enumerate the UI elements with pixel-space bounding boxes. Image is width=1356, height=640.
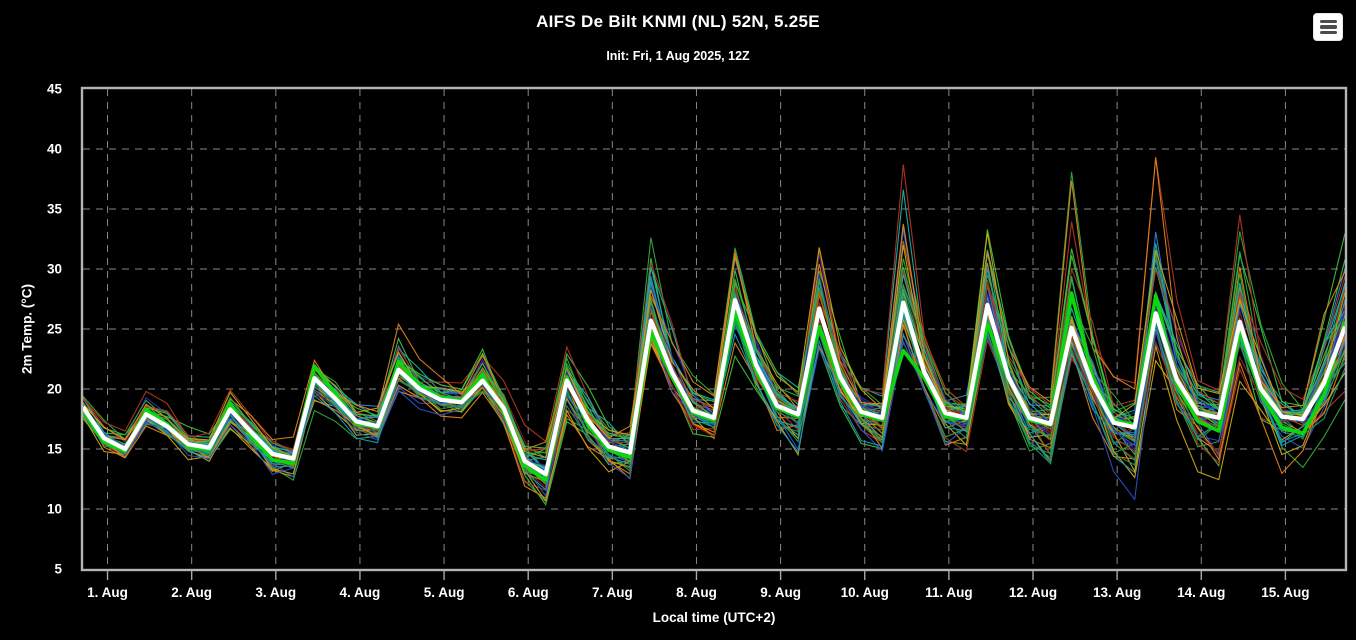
ensemble-member-line xyxy=(82,157,1346,451)
chart-subtitle: Init: Fri, 1 Aug 2025, 12Z xyxy=(606,49,750,63)
ensemble-member-line xyxy=(82,310,1346,479)
ensemble-median-line xyxy=(82,298,1346,477)
x-tick-label: 10. Aug xyxy=(841,585,889,600)
x-tick-label: 1. Aug xyxy=(87,585,128,600)
series-layer[interactable] xyxy=(82,157,1346,506)
x-tick-label: 7. Aug xyxy=(592,585,633,600)
x-axis-title: Local time (UTC+2) xyxy=(652,610,776,625)
y-tick-label: 25 xyxy=(47,322,63,337)
axes: 5 10 15 20 25 30 35 40 45 1. Aug 2. Aug 3. Aug 4. Au… xyxy=(47,82,1310,600)
x-tick-label: 8. Aug xyxy=(676,585,717,600)
x-tick-label: 12. Aug xyxy=(1009,585,1057,600)
gridlines xyxy=(83,89,1345,569)
y-axis-title: 2m Temp. (°C) xyxy=(19,284,35,374)
y-tick-label: 40 xyxy=(47,142,62,157)
x-tick-label: 11. Aug xyxy=(925,585,973,600)
y-tick-label: 30 xyxy=(47,262,62,277)
x-tick-label: 14. Aug xyxy=(1177,585,1225,600)
x-tick-label: 5. Aug xyxy=(424,585,465,600)
chart-context-menu-button[interactable] xyxy=(1313,13,1343,41)
hamburger-menu-icon xyxy=(1319,19,1337,23)
y-tick-label: 20 xyxy=(47,382,62,397)
x-tick-label: 13. Aug xyxy=(1093,585,1141,600)
y-tick-label: 15 xyxy=(47,442,63,457)
ensemble-member-line xyxy=(82,312,1346,503)
x-tick-label: 15. Aug xyxy=(1261,585,1309,600)
x-tick-label: 3. Aug xyxy=(255,585,296,600)
y-tick-label: 10 xyxy=(47,502,62,517)
y-tick-label: 35 xyxy=(47,202,63,217)
x-tick-label: 9. Aug xyxy=(760,585,801,600)
x-tick-label: 4. Aug xyxy=(340,585,381,600)
chart-title: AIFS De Bilt KNMI (NL) 52N, 5.25E xyxy=(536,12,820,31)
y-tick-label: 45 xyxy=(47,82,63,97)
x-tick-label: 2. Aug xyxy=(171,585,212,600)
plot-border xyxy=(80,86,1348,572)
x-tick-label: 6. Aug xyxy=(508,585,549,600)
y-tick-label: 5 xyxy=(54,562,62,577)
